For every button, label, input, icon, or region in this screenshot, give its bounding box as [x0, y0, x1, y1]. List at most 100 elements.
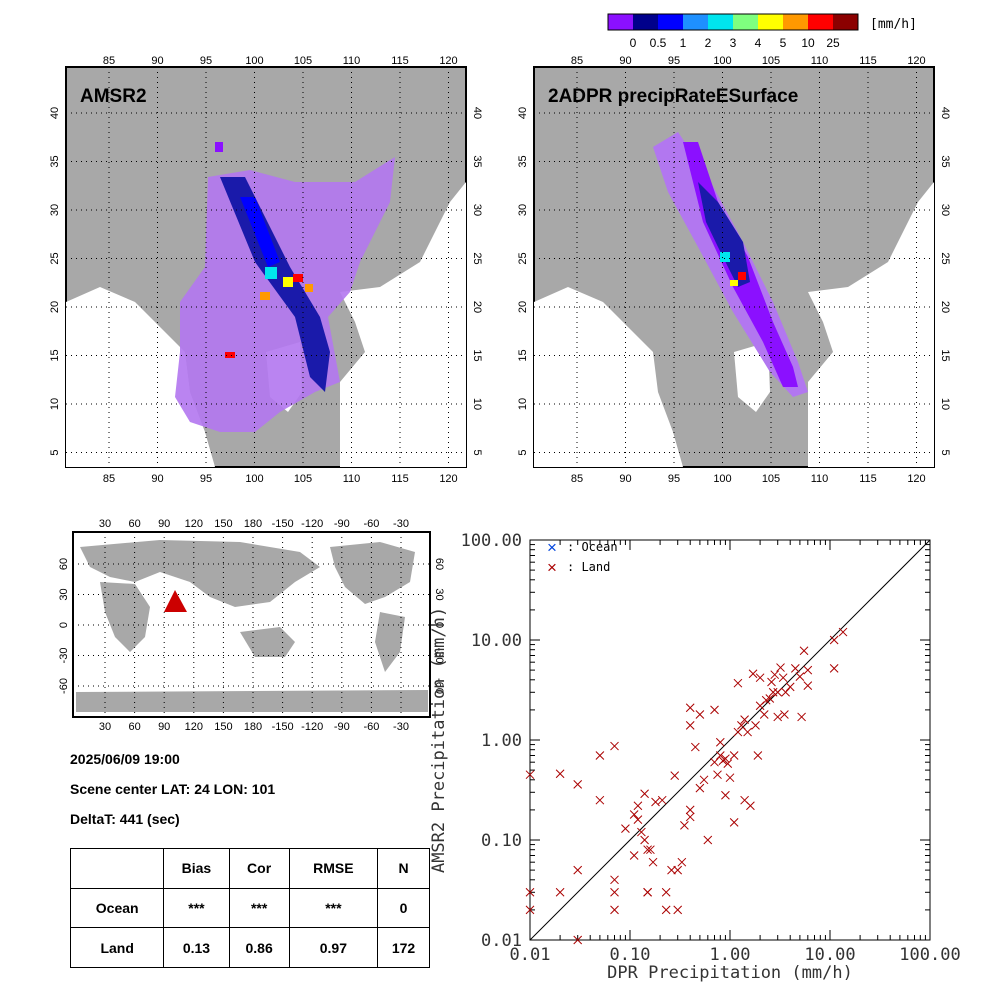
- map-lat-tick: 35: [517, 155, 529, 167]
- world-lat-tick: 30: [58, 588, 70, 600]
- data-point-land: [803, 681, 813, 690]
- data-point-land: [721, 790, 730, 800]
- data-point-land: [640, 835, 649, 845]
- map-lon-tick: 95: [668, 55, 680, 67]
- data-point-land: [677, 857, 687, 867]
- world-lon-tick: -30: [393, 518, 409, 530]
- data-point-land: [633, 815, 643, 824]
- colorbar-tick-label: 4: [755, 36, 762, 50]
- stats-cell: ***: [288, 887, 379, 929]
- colorbar: 0 0.5 1 2 3 4 5 10 25 [mm/h]: [600, 8, 940, 53]
- amsr2-cell: [293, 274, 303, 282]
- data-point-land: [725, 773, 735, 783]
- data-point-land: [629, 810, 639, 819]
- stats-cell: 172: [377, 927, 430, 968]
- world-lon-tick: -150: [272, 518, 294, 530]
- data-point-land: [740, 715, 749, 724]
- map-lat-tick: 20: [471, 301, 483, 313]
- map-lon-tick: 105: [762, 55, 780, 67]
- data-point-land: [573, 935, 583, 945]
- data-point-land: [661, 905, 671, 915]
- amsr2-cell: [305, 284, 313, 292]
- x-tick-label: 0.10: [610, 945, 651, 965]
- world-lat-tick: 60: [433, 558, 445, 570]
- colorbar-tick-label: 1: [680, 36, 687, 50]
- data-point-land: [610, 741, 619, 751]
- data-point-land: [748, 669, 758, 679]
- gulf-of-thailand: [734, 342, 770, 412]
- map-lat-tick: 15: [471, 349, 483, 361]
- data-point-land: [699, 775, 709, 785]
- scatter-points: [525, 627, 848, 945]
- stats-table: Bias Cor RMSE N Ocean *** *** *** 0 Land…: [69, 848, 430, 968]
- data-point-land: [690, 742, 700, 752]
- world-lon-tick: 150: [214, 518, 232, 530]
- data-point-land: [610, 887, 619, 897]
- data-point-land: [695, 783, 705, 793]
- map-lat-tick: 10: [49, 398, 61, 410]
- colorbar-swatch: [708, 14, 733, 30]
- map-lon-tick: 100: [245, 55, 263, 67]
- colorbar-svg: 0 0.5 1 2 3 4 5 10 25 [mm/h]: [607, 13, 917, 50]
- data-point-land: [610, 905, 619, 915]
- map-lon-tick: 100: [245, 473, 263, 482]
- map-lon-tick: 90: [151, 55, 163, 67]
- map-lon-tick: 85: [103, 55, 115, 67]
- data-point-land: [621, 824, 630, 833]
- world-lon-tick: 180: [244, 721, 262, 733]
- map-lon-tick: 120: [439, 55, 457, 67]
- data-point-land: [673, 905, 683, 915]
- stats-header-cell: Bias: [163, 848, 230, 889]
- stats-header-cell: Cor: [228, 848, 290, 889]
- data-point-land: [633, 801, 643, 811]
- map-lat-tick: 15: [49, 349, 61, 361]
- data-point-land: [733, 727, 743, 737]
- map-grid: [534, 67, 934, 467]
- data-point-land: [670, 771, 680, 781]
- colorbar-unit: [mm/h]: [870, 17, 917, 32]
- map-lon-tick: 100: [713, 473, 731, 482]
- y-tick-label: 10.00: [471, 631, 522, 651]
- map-lon-tick: 85: [571, 55, 583, 67]
- world-lon-tick: 30: [99, 518, 111, 530]
- map-lat-tick: 15: [939, 349, 951, 361]
- map-lat-tick: 5: [939, 449, 951, 455]
- y-axis-label: AMSR2 Precipitation (mm/h): [429, 607, 449, 873]
- map-lon-tick: 95: [668, 473, 680, 482]
- world-lon-tick: -120: [301, 518, 323, 530]
- stats-cell: Land: [69, 927, 165, 968]
- map-lat-tick: 40: [939, 107, 951, 119]
- australia: [240, 627, 295, 657]
- map-lat-tick: 25: [939, 252, 951, 264]
- colorbar-swatch: [658, 14, 683, 30]
- map-lon-tick: 85: [103, 473, 115, 482]
- stats-header-row: Bias Cor RMSE N: [69, 848, 430, 889]
- colorbar-swatch: [783, 14, 808, 30]
- world-lon-tick: 30: [99, 721, 111, 733]
- eurasia: [80, 540, 320, 607]
- map-lat-tick: 30: [939, 204, 951, 216]
- world-lat-tick: -60: [58, 678, 70, 694]
- colorbar-swatch: [683, 14, 708, 30]
- world-lat-tick: -30: [433, 648, 445, 664]
- africa: [100, 582, 150, 652]
- south-china-sea: [340, 182, 466, 467]
- colorbar-tick-label: 25: [826, 36, 840, 50]
- data-point-land: [646, 845, 655, 855]
- map-lat-tick: 20: [517, 301, 529, 313]
- world-lon-tick: -120: [301, 721, 323, 733]
- map-lon-tick: 120: [439, 473, 457, 482]
- map-lat-tick: 40: [49, 107, 61, 119]
- dpr-map: 2ADPR precipRateESurface 85 85 90 90 95 95 100…: [517, 55, 951, 485]
- map-lon-tick: 100: [713, 55, 731, 67]
- data-point-land: [776, 663, 785, 672]
- world-lon-tick: -90: [334, 518, 350, 530]
- data-point-land: [710, 705, 719, 715]
- data-point-land: [743, 727, 752, 737]
- world-lon-tick: -30: [393, 721, 409, 733]
- data-point-land: [637, 827, 646, 837]
- scatter-plot: 0.01 0.10 1.00 10.00 100.00 0.01 0.10 1.00 10.00…: [429, 531, 961, 983]
- map-lat-tick: 10: [517, 398, 529, 410]
- colorbar-swatch: [633, 14, 658, 30]
- stats-header-cell: RMSE: [288, 848, 379, 889]
